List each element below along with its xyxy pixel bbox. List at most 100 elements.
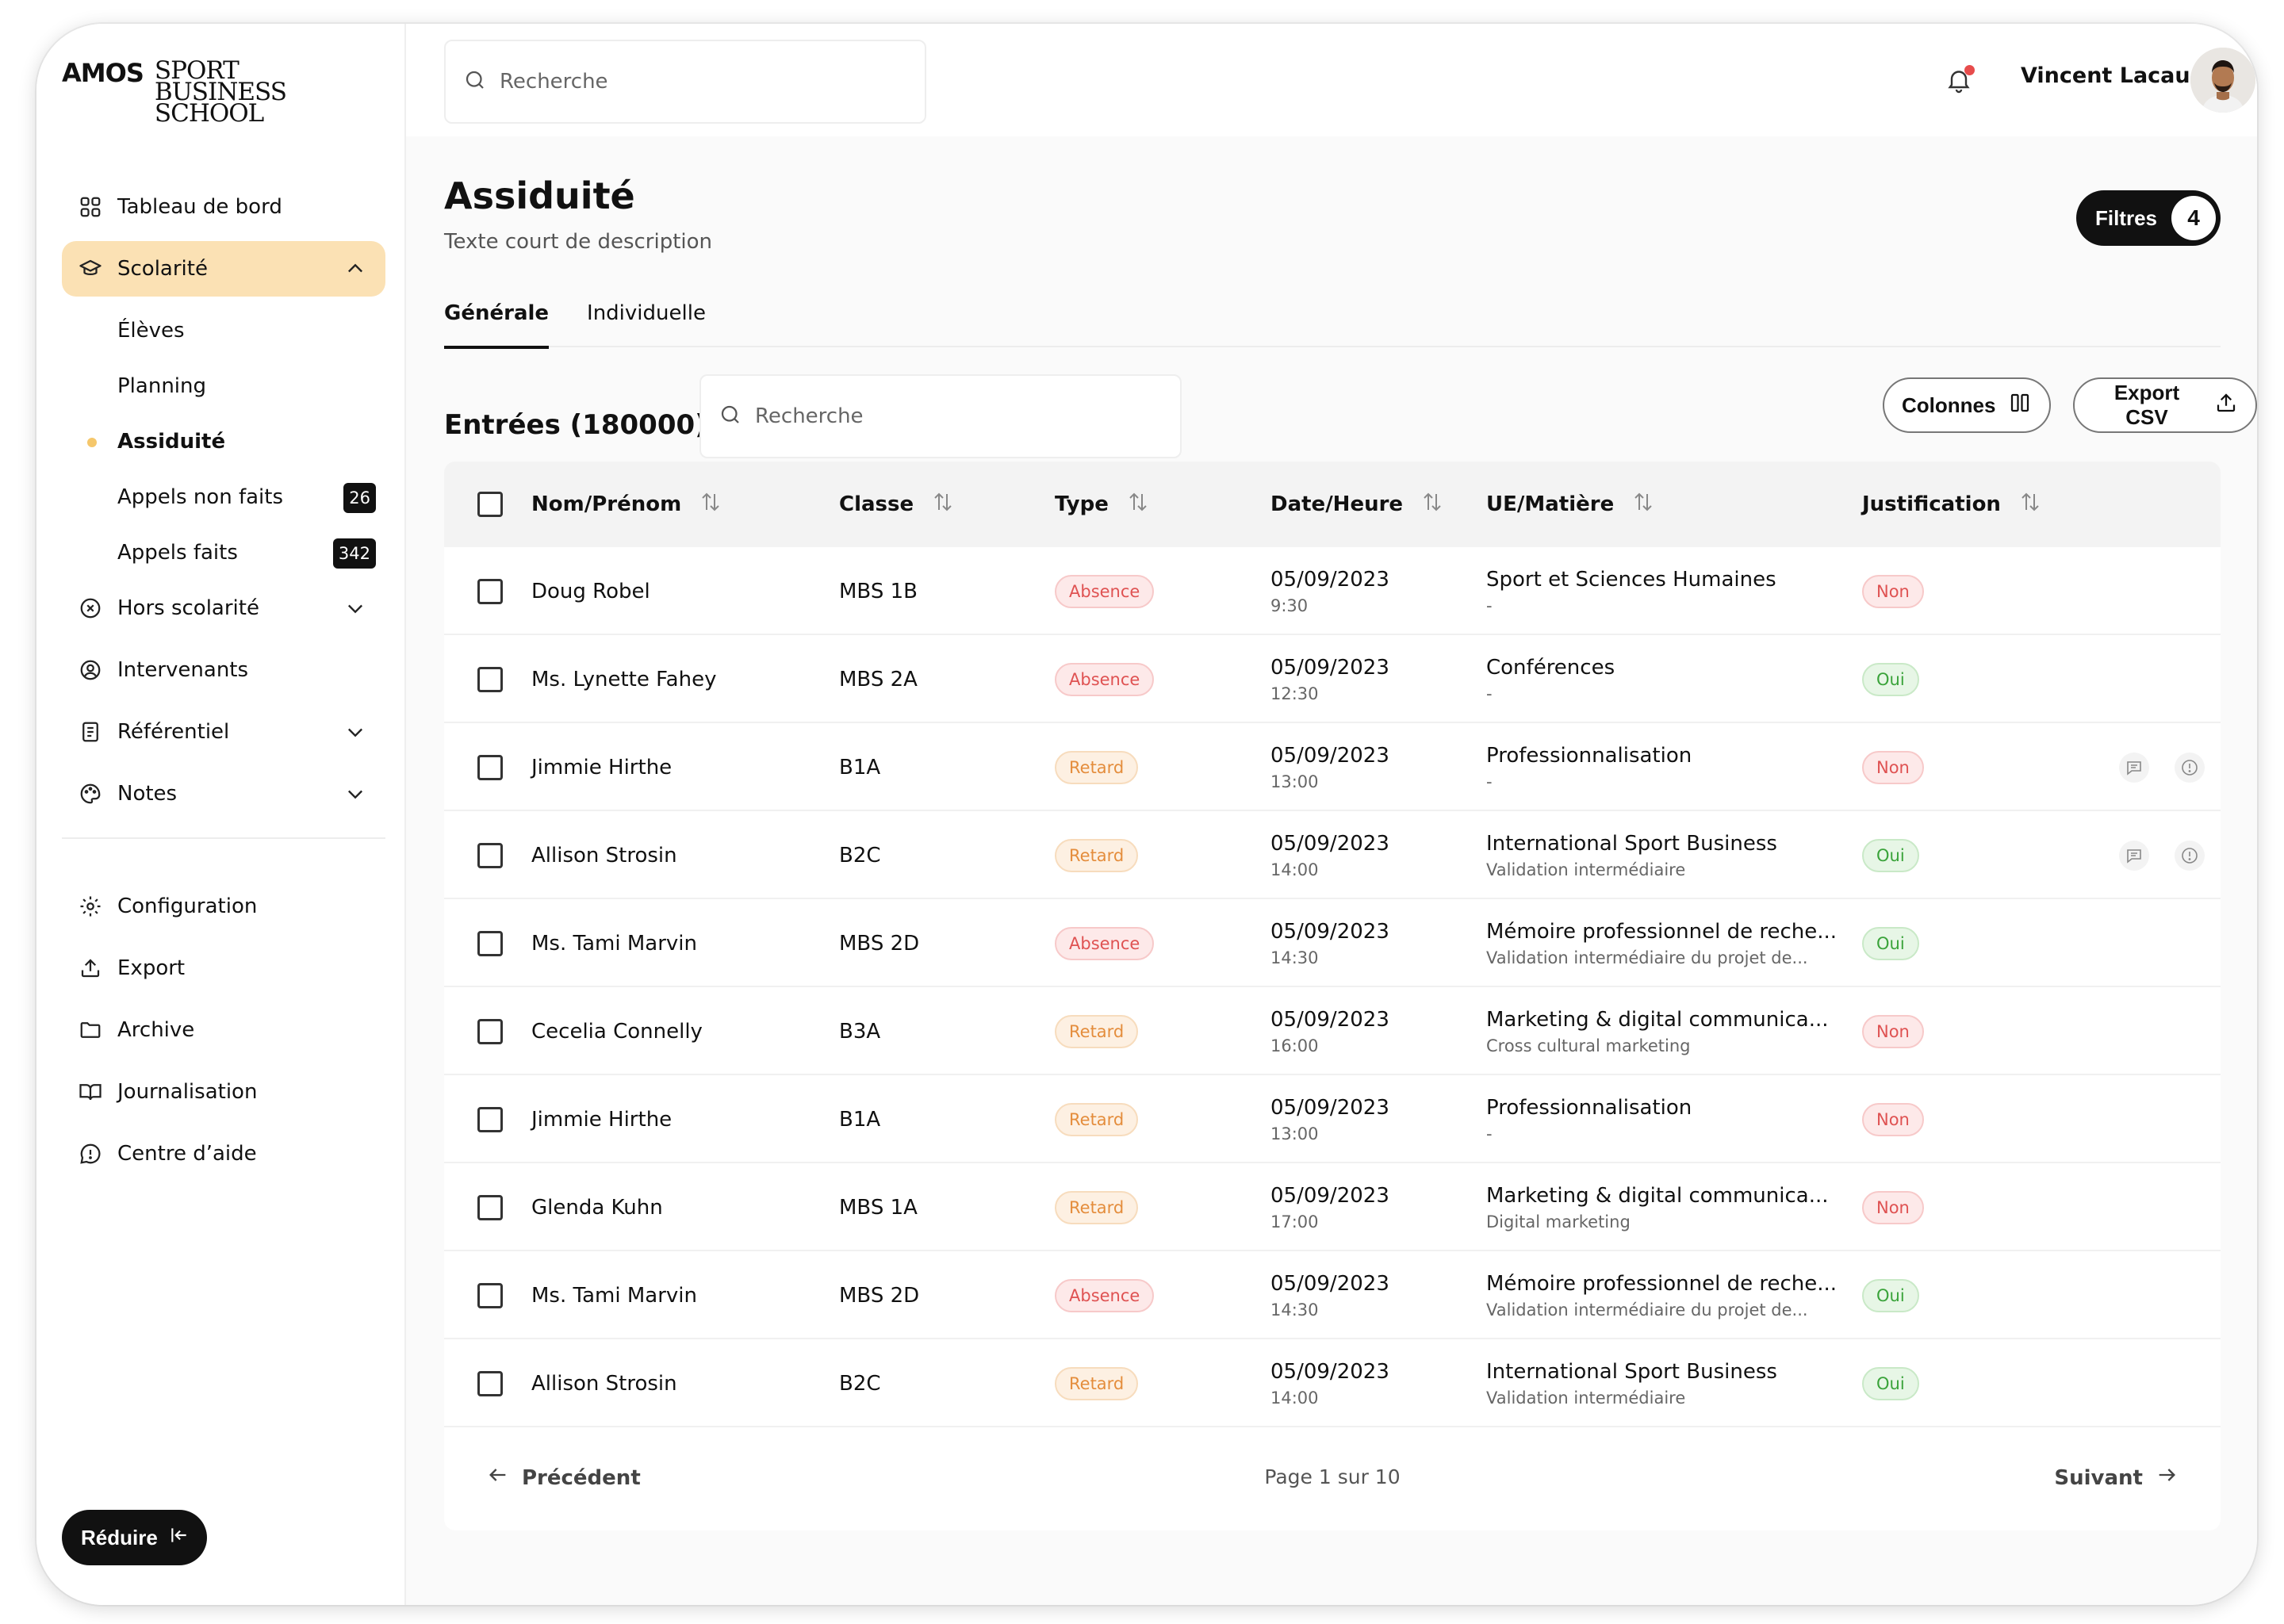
global-search[interactable] — [444, 40, 926, 124]
sidebar-item-referentiel[interactable]: Référentiel — [62, 704, 385, 760]
table-row[interactable]: Doug Robel MBS 1B Absence 05/09/2023 9:30 Spo… — [444, 547, 2221, 635]
filters-button[interactable]: Filtres 4 — [2075, 190, 2221, 246]
column-header-date[interactable]: Date/Heure — [1270, 462, 1444, 547]
columns-button[interactable]: Colonnes — [1883, 377, 2052, 433]
row-checkbox[interactable] — [477, 1106, 503, 1132]
table-row[interactable]: Ms. Tami Marvin MBS 2D Absence 05/09/2023 14… — [444, 1251, 2221, 1339]
table-row[interactable]: Ms. Tami Marvin MBS 2D Absence 05/09/2023 14… — [444, 899, 2221, 987]
sidebar-item-hors-scolarite[interactable]: Hors scolarité — [62, 580, 385, 636]
row-checkbox[interactable] — [477, 842, 503, 868]
column-header-label: Date/Heure — [1270, 492, 1404, 516]
cell-date-value: 05/09/2023 — [1270, 1095, 1389, 1120]
cell-date: 05/09/2023 13:00 — [1270, 1075, 1389, 1163]
avatar[interactable] — [2190, 48, 2255, 113]
table-row[interactable]: Jimmie Hirthe B1A Retard 05/09/2023 13:00 Pro… — [444, 1075, 2221, 1163]
sidebar-item-intervenants[interactable]: Intervenants — [62, 642, 385, 698]
sidebar-item-export[interactable]: Export — [62, 940, 385, 996]
notification-bell[interactable] — [1945, 65, 1976, 97]
reduce-sidebar-button[interactable]: Réduire — [62, 1510, 207, 1565]
cell-ue-sub: Validation intermédiaire — [1486, 1388, 1686, 1408]
sidebar-item-notes[interactable]: Notes — [62, 766, 385, 822]
row-checkbox[interactable] — [477, 754, 503, 780]
cell-ue-sub: - — [1486, 596, 1493, 615]
table-search-input[interactable] — [755, 404, 1136, 428]
global-search-input[interactable] — [500, 70, 880, 94]
grid-icon — [78, 194, 103, 220]
user-name[interactable]: Vincent Lacaud — [2021, 63, 2205, 88]
chevron-down-icon[interactable] — [344, 597, 366, 619]
column-header-nom[interactable]: Nom/Prénom — [531, 462, 722, 547]
table-search[interactable] — [699, 374, 1182, 458]
table-row[interactable]: Allison Strosin B2C Retard 05/09/2023 14:00 I… — [444, 811, 2221, 899]
column-header-label: Classe — [839, 492, 914, 516]
reduce-label: Réduire — [81, 1525, 158, 1549]
cell-classe: MBS 1B — [839, 579, 918, 603]
help-bubble-icon — [78, 1141, 103, 1166]
chevron-down-icon[interactable] — [344, 721, 366, 743]
sort-icon[interactable] — [931, 490, 955, 519]
table-row[interactable]: Glenda Kuhn MBS 1A Retard 05/09/2023 17:00 Ma… — [444, 1163, 2221, 1251]
row-checkbox[interactable] — [477, 578, 503, 604]
cell-type: Retard — [1055, 1075, 1139, 1163]
sidebar-subitem-appels-non-faits[interactable]: Appels non faits 26 — [117, 469, 385, 525]
type-badge: Absence — [1055, 1278, 1155, 1312]
sort-icon[interactable] — [1420, 490, 1444, 519]
export-label: Export CSV — [2113, 381, 2180, 429]
book-list-icon — [78, 719, 103, 745]
column-header-justification[interactable]: Justification — [1862, 462, 2042, 547]
column-header-ue[interactable]: UE/Matière — [1486, 462, 1655, 547]
sort-icon[interactable] — [1126, 490, 1150, 519]
select-all-checkbox[interactable] — [477, 492, 503, 517]
comment-button[interactable] — [2119, 841, 2149, 871]
chevron-down-icon[interactable] — [344, 783, 366, 805]
cell-name: Doug Robel — [531, 579, 650, 603]
export-csv-button[interactable]: Export CSV — [2073, 377, 2257, 433]
table-row[interactable]: Allison Strosin B2C Retard 05/09/2023 14:00 I… — [444, 1339, 2221, 1427]
row-checkbox[interactable] — [477, 1282, 503, 1308]
column-header-type[interactable]: Type — [1055, 462, 1150, 547]
sidebar-item-centre-aide[interactable]: Centre d’aide — [62, 1126, 385, 1182]
sidebar-subitem-eleves[interactable]: Élèves — [117, 303, 385, 358]
brand-logo[interactable]: AMOS SPORT BUSINESS SCHOOL — [62, 59, 287, 126]
row-checkbox[interactable] — [477, 666, 503, 692]
table-row[interactable]: Ms. Lynette Fahey MBS 2A Absence 05/09/2023… — [444, 635, 2221, 723]
cell-ue-value: International Sport Business — [1486, 831, 1777, 856]
cell-ue-value: Conférences — [1486, 655, 1615, 680]
row-checkbox[interactable] — [477, 1194, 503, 1220]
cell-classe: B1A — [839, 1107, 881, 1132]
comment-button[interactable] — [2119, 753, 2149, 783]
sidebar-item-tableau-de-bord[interactable]: Tableau de bord — [62, 179, 385, 235]
tab-individuelle[interactable]: Individuelle — [587, 301, 706, 325]
row-select-cell — [477, 635, 503, 723]
cell-ue: International Sport Business Validation i… — [1486, 811, 1777, 899]
sidebar-item-scolarite[interactable]: Scolarité — [62, 241, 385, 297]
previous-page-button[interactable]: Précédent — [487, 1464, 641, 1492]
row-checkbox[interactable] — [477, 1018, 503, 1044]
sort-icon[interactable] — [1631, 490, 1655, 519]
sidebar-item-archive[interactable]: Archive — [62, 1002, 385, 1058]
info-button[interactable] — [2175, 841, 2205, 871]
cell-date-value: 05/09/2023 — [1270, 919, 1389, 944]
info-button[interactable] — [2175, 753, 2205, 783]
next-page-button[interactable]: Suivant — [2054, 1464, 2178, 1492]
sidebar-subitem-planning[interactable]: Planning — [117, 358, 385, 414]
table-row[interactable]: Cecelia Connelly B3A Retard 05/09/2023 16:00… — [444, 987, 2221, 1075]
cell-classe: B3A — [839, 1019, 881, 1044]
row-checkbox[interactable] — [477, 930, 503, 956]
sort-icon[interactable] — [2018, 490, 2042, 519]
column-header-classe[interactable]: Classe — [839, 462, 955, 547]
cell-ue-value: Marketing & digital communica... — [1486, 1183, 1829, 1208]
table-row[interactable]: Jimmie Hirthe B1A Retard 05/09/2023 13:00 Pro… — [444, 723, 2221, 811]
cell-name: Ms. Tami Marvin — [531, 1283, 697, 1308]
table-header: Nom/Prénom Classe Type Date/Heure UE/Mat… — [444, 462, 2221, 547]
cell-time-value: 13:00 — [1270, 1124, 1319, 1143]
cell-name: Ms. Lynette Fahey — [531, 667, 717, 691]
tab-generale[interactable]: Générale — [444, 292, 550, 349]
sidebar-item-configuration[interactable]: Configuration — [62, 879, 385, 934]
sidebar-item-journalisation[interactable]: Journalisation — [62, 1064, 385, 1120]
sidebar-subitem-assiduite[interactable]: Assiduité — [87, 414, 385, 469]
sidebar-subitem-appels-faits[interactable]: Appels faits 342 — [117, 525, 385, 580]
row-checkbox[interactable] — [477, 1370, 503, 1396]
sort-icon[interactable] — [699, 490, 722, 519]
chevron-up-icon[interactable] — [344, 258, 366, 280]
